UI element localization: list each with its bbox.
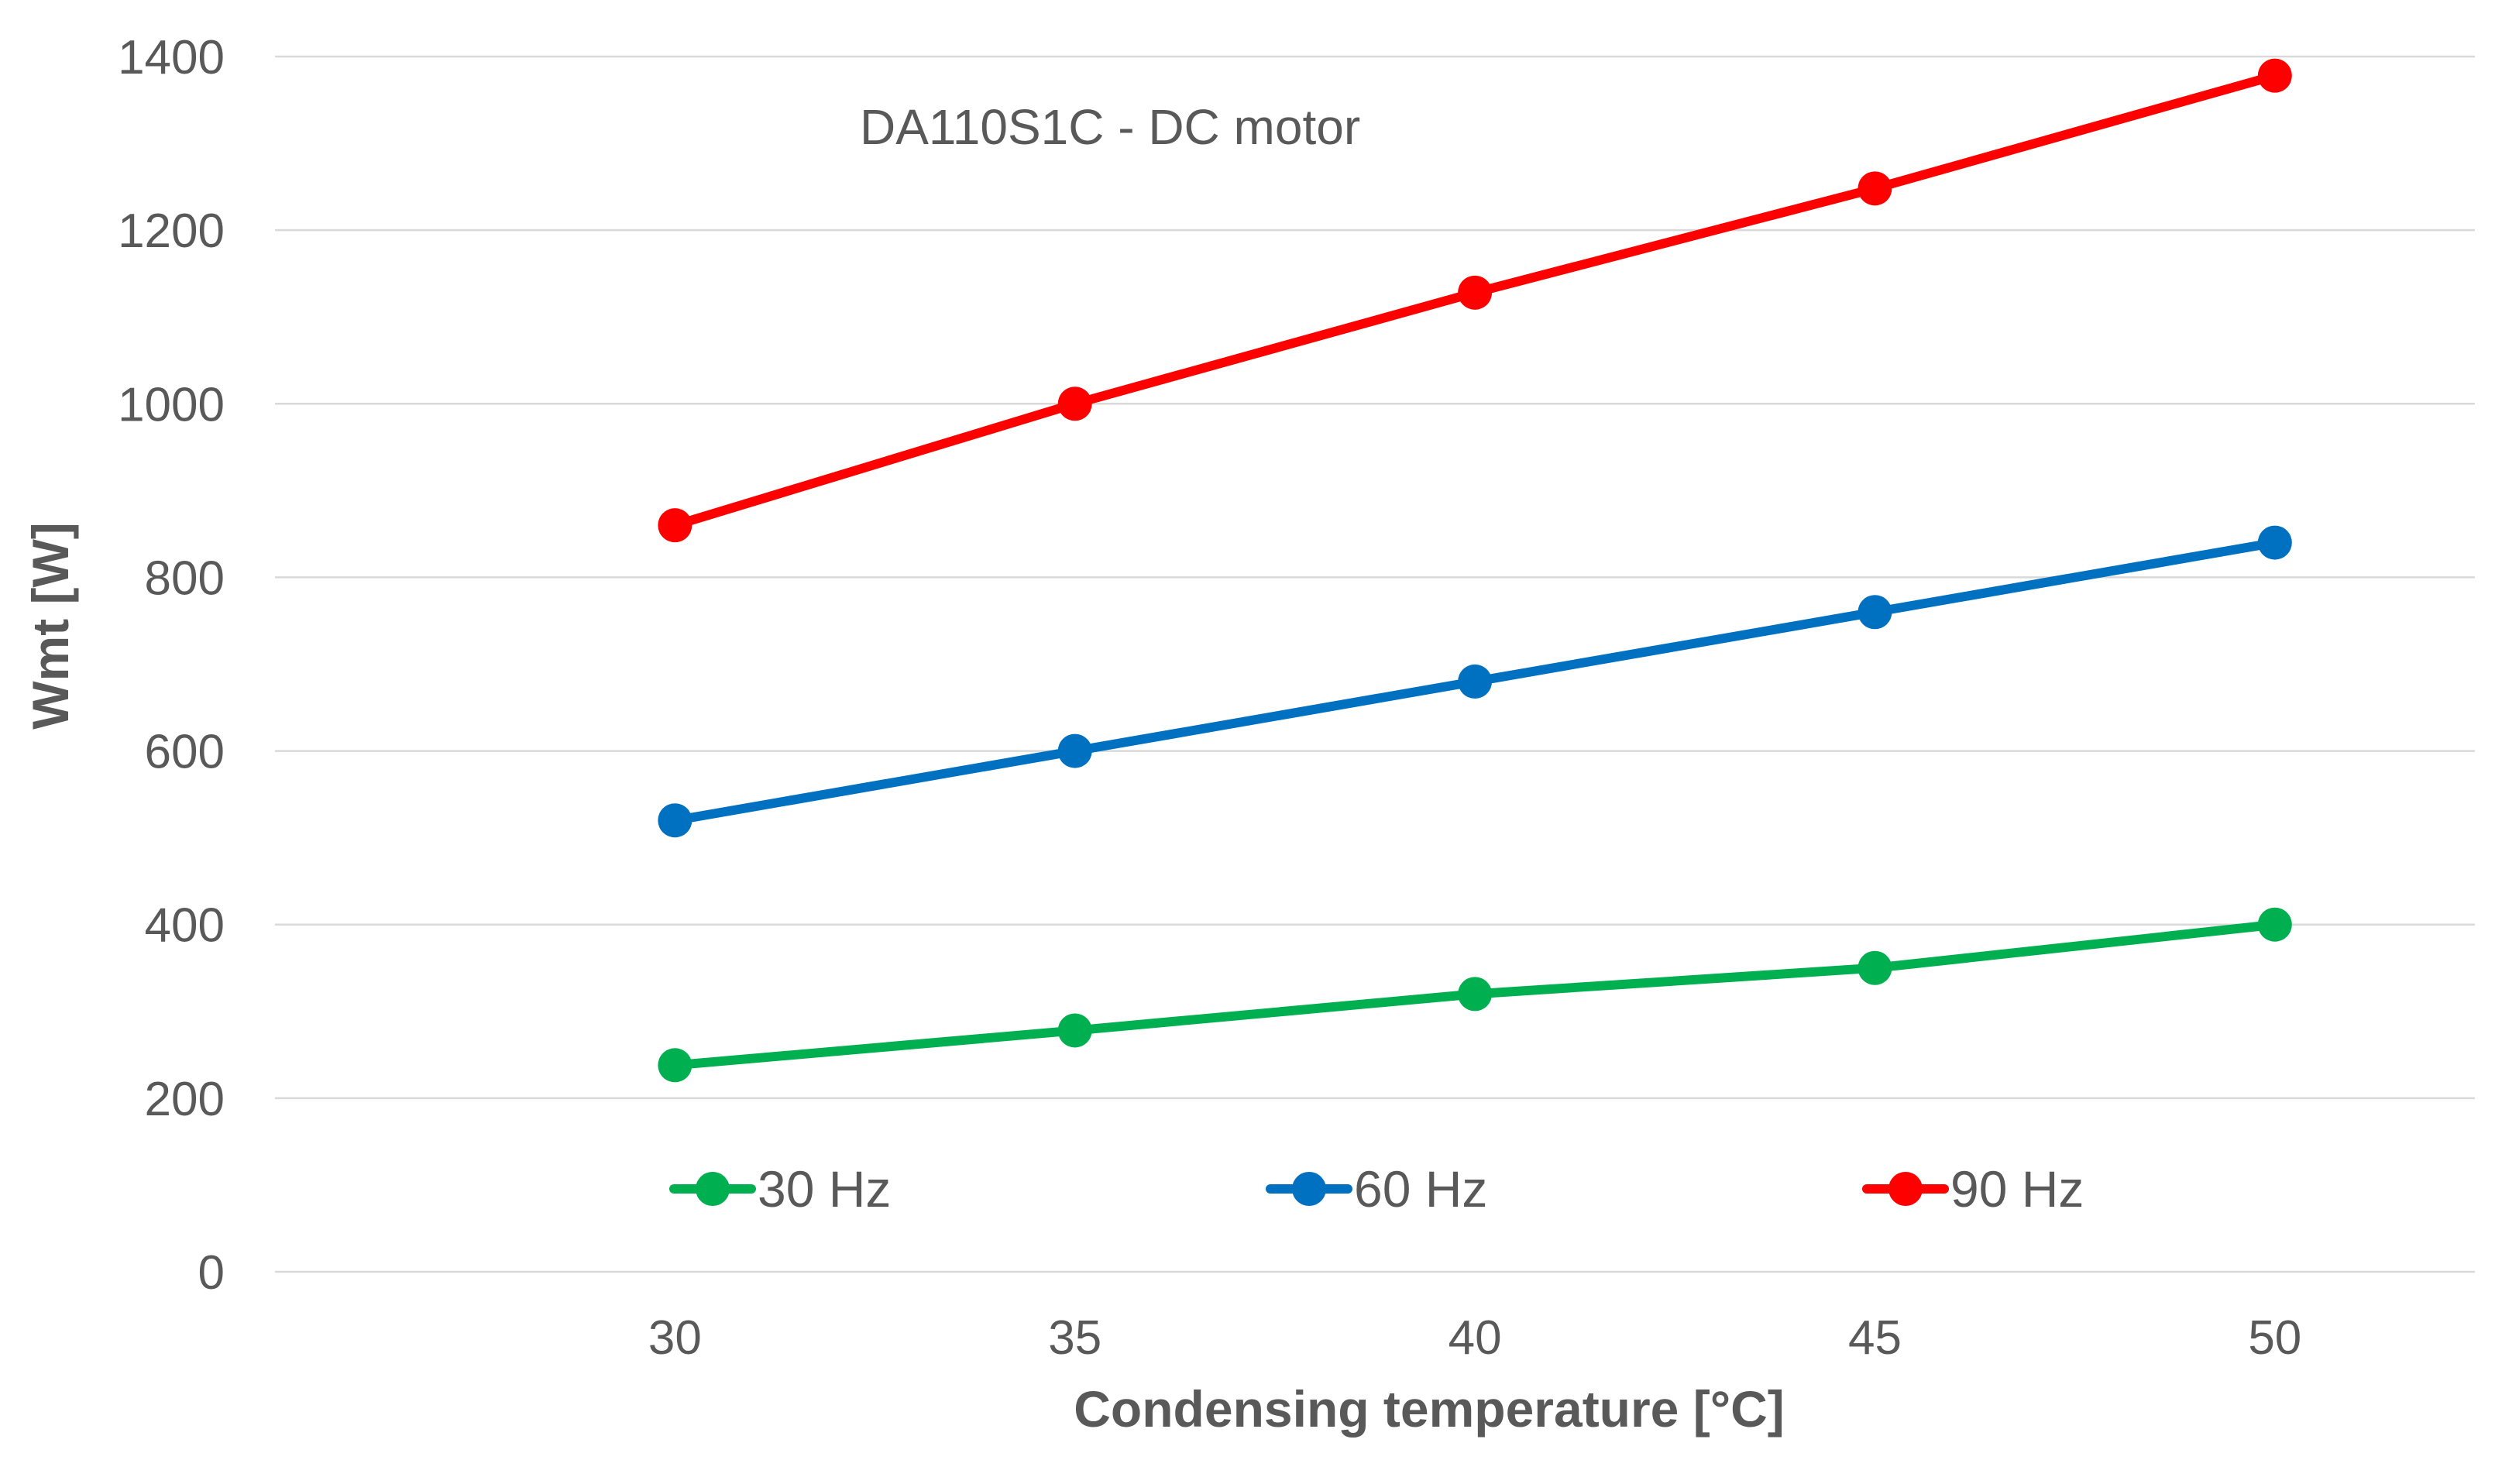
data-point [1057,386,1092,421]
data-point [1458,275,1493,310]
y-tick-label: 800 [145,551,225,605]
data-point [2257,525,2292,560]
data-point [1458,664,1493,699]
legend-label: 30 Hz [758,1160,891,1218]
x-axis-title: Condensing temperature [°C] [1074,1380,1784,1438]
y-tick-label: 1200 [118,204,225,258]
y-tick-label: 1400 [118,31,225,84]
x-axis-ticks: 30 35 40 45 50 [648,1311,2301,1365]
y-tick-label: 1000 [118,378,225,431]
data-point [1458,977,1493,1012]
data-point [2257,907,2292,942]
x-tick-label: 45 [1848,1311,1902,1365]
chart-title: DA110S1C - DC motor [860,99,1360,155]
data-point [1858,595,1892,630]
x-tick-label: 50 [2248,1311,2301,1365]
legend-swatch-marker [1292,1172,1326,1206]
legend-swatch-marker [1888,1172,1923,1206]
y-tick-label: 200 [145,1073,225,1126]
data-point [658,508,692,543]
legend-label: 60 Hz [1354,1160,1487,1218]
y-tick-label: 600 [145,726,225,779]
gridlines [275,55,2475,1273]
y-tick-label: 400 [145,899,225,953]
x-tick-label: 30 [648,1311,702,1365]
legend-swatch-marker [696,1172,730,1206]
y-tick-label: 0 [198,1246,225,1300]
x-tick-label: 35 [1048,1311,1101,1365]
data-point [658,803,692,838]
legend-label: 90 Hz [1950,1160,2084,1218]
y-axis-ticks: 0 200 400 600 800 1000 1200 1400 [118,31,225,1300]
data-point [658,1048,692,1083]
data-point [1858,171,1892,206]
data-point [2257,58,2292,93]
x-tick-label: 40 [1449,1311,1502,1365]
legend: 30 Hz 60 Hz 90 Hz [669,1160,2084,1218]
data-point [1057,733,1092,768]
series-lines [658,58,2292,1083]
y-axis-title: Wmt [W] [22,522,79,730]
data-point [1858,950,1892,985]
data-point [1057,1013,1092,1048]
